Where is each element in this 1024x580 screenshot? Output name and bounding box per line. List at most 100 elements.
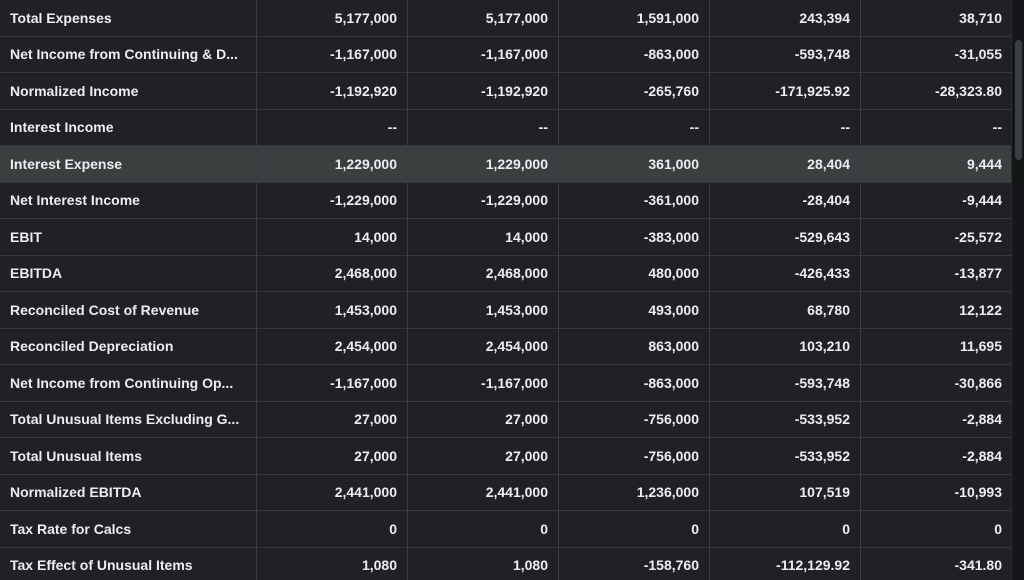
value-cell: 14,000 <box>408 219 559 256</box>
value-cell: 68,780 <box>710 292 861 329</box>
value-cell: -1,167,000 <box>257 36 408 73</box>
value-cell: 0 <box>408 511 559 548</box>
row-label: Net Interest Income <box>0 182 257 219</box>
value-cell: 480,000 <box>559 255 710 292</box>
value-cell: 27,000 <box>257 438 408 475</box>
value-cell: -863,000 <box>559 36 710 73</box>
value-cell: 5,177,000 <box>408 0 559 37</box>
value-cell: -426,433 <box>710 255 861 292</box>
value-cell: -- <box>408 109 559 146</box>
value-cell: 0 <box>559 511 710 548</box>
value-cell: -2,884 <box>861 401 1012 438</box>
value-cell: 1,453,000 <box>408 292 559 329</box>
value-cell: 493,000 <box>559 292 710 329</box>
value-cell: 28,404 <box>710 146 861 183</box>
value-cell: -756,000 <box>559 438 710 475</box>
value-cell: 12,122 <box>861 292 1012 329</box>
value-cell: 2,468,000 <box>257 255 408 292</box>
value-cell: -533,952 <box>710 438 861 475</box>
value-cell: -28,404 <box>710 182 861 219</box>
value-cell: -383,000 <box>559 219 710 256</box>
value-cell: 0 <box>861 511 1012 548</box>
value-cell: -1,167,000 <box>408 365 559 402</box>
scrollbar-thumb[interactable] <box>1015 40 1022 160</box>
value-cell: 38,710 <box>861 0 1012 37</box>
value-cell: -- <box>257 109 408 146</box>
row-label: Normalized Income <box>0 73 257 110</box>
value-cell: -1,229,000 <box>408 182 559 219</box>
value-cell: -1,192,920 <box>408 73 559 110</box>
value-cell: -1,167,000 <box>257 365 408 402</box>
value-cell: 0 <box>257 511 408 548</box>
value-cell: 11,695 <box>861 328 1012 365</box>
row-label: Normalized EBITDA <box>0 474 257 511</box>
value-cell: -529,643 <box>710 219 861 256</box>
row-label: Total Unusual Items Excluding G... <box>0 401 257 438</box>
value-cell: 2,468,000 <box>408 255 559 292</box>
value-cell: 863,000 <box>559 328 710 365</box>
value-cell: -361,000 <box>559 182 710 219</box>
row-label: Reconciled Cost of Revenue <box>0 292 257 329</box>
value-cell: -1,167,000 <box>408 36 559 73</box>
value-cell: -30,866 <box>861 365 1012 402</box>
value-cell: -25,572 <box>861 219 1012 256</box>
value-cell: 103,210 <box>710 328 861 365</box>
row-label: Interest Expense <box>0 146 257 183</box>
value-cell: 27,000 <box>408 438 559 475</box>
row-label: Net Income from Continuing Op... <box>0 365 257 402</box>
value-cell: 1,080 <box>408 547 559 580</box>
value-cell: 243,394 <box>710 0 861 37</box>
value-cell: -158,760 <box>559 547 710 580</box>
row-label: Net Income from Continuing & D... <box>0 36 257 73</box>
value-cell: -9,444 <box>861 182 1012 219</box>
value-cell: -593,748 <box>710 36 861 73</box>
value-cell: 2,454,000 <box>257 328 408 365</box>
value-cell: 27,000 <box>408 401 559 438</box>
value-cell: -10,993 <box>861 474 1012 511</box>
value-cell: 1,453,000 <box>257 292 408 329</box>
value-cell: 2,441,000 <box>408 474 559 511</box>
row-label: EBITDA <box>0 255 257 292</box>
value-cell: -- <box>710 109 861 146</box>
row-label: EBIT <box>0 219 257 256</box>
vertical-scrollbar[interactable] <box>1011 0 1024 580</box>
value-cell: 9,444 <box>861 146 1012 183</box>
value-cell: -- <box>559 109 710 146</box>
value-cell: 1,229,000 <box>257 146 408 183</box>
row-label: Total Unusual Items <box>0 438 257 475</box>
value-cell: 0 <box>710 511 861 548</box>
value-cell: -593,748 <box>710 365 861 402</box>
value-cell: -341.80 <box>861 547 1012 580</box>
value-cell: 5,177,000 <box>257 0 408 37</box>
value-cell: -1,192,920 <box>257 73 408 110</box>
value-cell: 1,591,000 <box>559 0 710 37</box>
value-cell: -28,323.80 <box>861 73 1012 110</box>
value-cell: -1,229,000 <box>257 182 408 219</box>
value-cell: 1,236,000 <box>559 474 710 511</box>
value-cell: 2,454,000 <box>408 328 559 365</box>
value-cell: -31,055 <box>861 36 1012 73</box>
value-cell: -112,129.92 <box>710 547 861 580</box>
value-cell: 27,000 <box>257 401 408 438</box>
value-cell: -13,877 <box>861 255 1012 292</box>
value-cell: -533,952 <box>710 401 861 438</box>
value-cell: 107,519 <box>710 474 861 511</box>
value-cell: 1,229,000 <box>408 146 559 183</box>
row-label: Tax Effect of Unusual Items <box>0 547 257 580</box>
row-label: Reconciled Depreciation <box>0 328 257 365</box>
value-cell: 14,000 <box>257 219 408 256</box>
value-cell: -2,884 <box>861 438 1012 475</box>
row-label: Interest Income <box>0 109 257 146</box>
row-label: Total Expenses <box>0 0 257 37</box>
value-cell: -- <box>861 109 1012 146</box>
value-cell: 361,000 <box>559 146 710 183</box>
value-cell: -863,000 <box>559 365 710 402</box>
value-cell: -756,000 <box>559 401 710 438</box>
row-label: Tax Rate for Calcs <box>0 511 257 548</box>
value-cell: 2,441,000 <box>257 474 408 511</box>
value-cell: -265,760 <box>559 73 710 110</box>
value-cell: 1,080 <box>257 547 408 580</box>
value-cell: -171,925.92 <box>710 73 861 110</box>
